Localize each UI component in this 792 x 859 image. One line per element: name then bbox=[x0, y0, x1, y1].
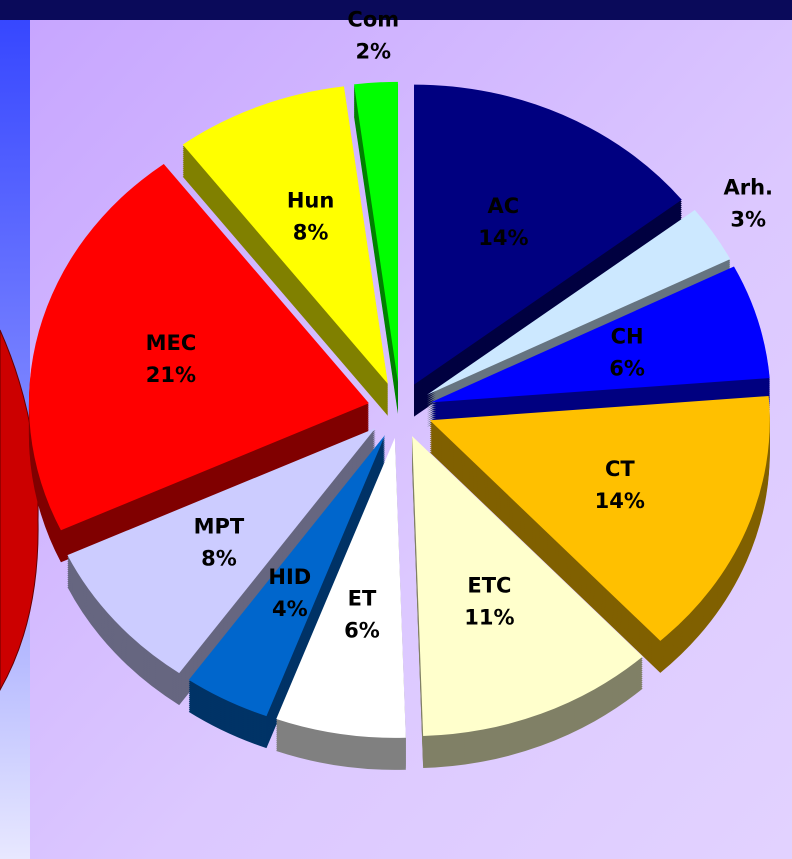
value-label: 4% bbox=[272, 597, 308, 621]
value-label: 6% bbox=[344, 619, 380, 643]
slice bbox=[276, 437, 406, 738]
slice bbox=[414, 84, 682, 385]
slice bbox=[182, 86, 388, 384]
category-label: MPT bbox=[194, 515, 245, 539]
value-label: 11% bbox=[464, 606, 514, 630]
data-label: Arh. 3% bbox=[723, 175, 773, 231]
category-label: CT bbox=[605, 457, 635, 481]
value-label: 3% bbox=[730, 207, 766, 231]
category-label: ETC bbox=[467, 574, 511, 598]
value-label: 2% bbox=[355, 40, 391, 64]
data-label: HID 4% bbox=[268, 565, 311, 621]
data-label: Com 2% bbox=[347, 8, 399, 64]
category-label: CH bbox=[611, 324, 644, 348]
data-label: Hun 8% bbox=[287, 188, 334, 244]
data-label: CH 6% bbox=[609, 324, 645, 380]
pie-chart: AC 14% Arh. 3% CH 6% CT 14% ETC 11% ET 6% HID 4% MPT 8%… bbox=[28, 8, 773, 770]
data-label: MEC 21% bbox=[146, 331, 197, 387]
value-label: 14% bbox=[478, 226, 528, 250]
category-label: MEC bbox=[146, 331, 197, 355]
slice bbox=[67, 428, 376, 674]
data-label: ET 6% bbox=[344, 587, 380, 643]
slice bbox=[412, 436, 643, 736]
category-label: AC bbox=[488, 194, 520, 218]
category-label: Hun bbox=[287, 188, 334, 212]
slice bbox=[354, 81, 398, 382]
value-label: 8% bbox=[293, 220, 329, 244]
data-label: CT 14% bbox=[595, 457, 645, 513]
category-label: ET bbox=[348, 587, 377, 611]
data-label: MPT 8% bbox=[194, 515, 245, 571]
category-label: HID bbox=[268, 565, 311, 589]
slice bbox=[429, 396, 770, 641]
slice bbox=[426, 209, 731, 395]
data-label: AC 14% bbox=[478, 194, 528, 250]
value-label: 6% bbox=[609, 356, 645, 380]
data-label: ETC 11% bbox=[464, 574, 514, 630]
slice bbox=[188, 434, 386, 717]
decoration bbox=[0, 329, 39, 692]
top-bar bbox=[0, 0, 792, 20]
value-label: 8% bbox=[201, 547, 237, 571]
slice bbox=[430, 266, 770, 403]
category-label: Arh. bbox=[723, 175, 773, 199]
slice bbox=[28, 163, 369, 531]
value-label: 21% bbox=[146, 363, 196, 387]
category-label: Com bbox=[347, 8, 399, 32]
value-label: 14% bbox=[595, 489, 645, 513]
